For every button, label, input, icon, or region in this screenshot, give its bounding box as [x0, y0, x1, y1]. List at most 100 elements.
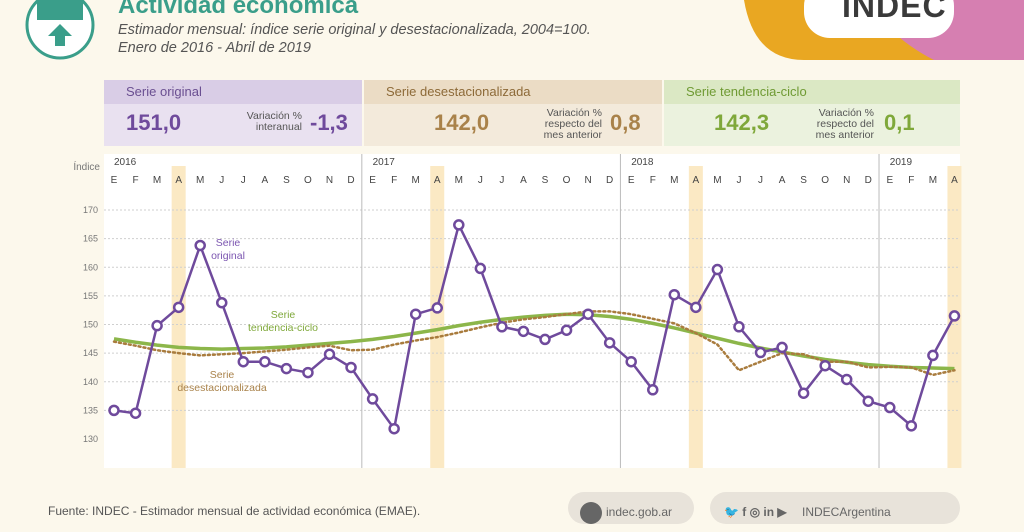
series-original-point: [302, 366, 314, 379]
website-link[interactable]: indec.gob.ar: [568, 492, 694, 524]
series-original-point: [151, 319, 163, 332]
panel-value: 142,0: [434, 110, 490, 135]
briefcase-up-arrow-icon: [25, 0, 95, 60]
y-tick-label: 170: [83, 205, 98, 215]
month-label: F: [391, 175, 397, 186]
series-annotation: original: [211, 250, 245, 262]
indec-logo[interactable]: INDEC: [842, 0, 947, 24]
series-original-point: [474, 262, 487, 275]
series-original-point: [927, 349, 939, 362]
series-annotation: tendencia-ciclo: [248, 322, 318, 334]
globe-icon: [580, 501, 602, 524]
month-label: E: [111, 175, 118, 186]
source-note: Fuente: INDEC - Estimador mensual de act…: [48, 504, 421, 518]
month-label: A: [175, 175, 182, 186]
month-label: J: [478, 175, 483, 186]
y-tick-label: 155: [83, 291, 98, 301]
month-label: A: [693, 175, 700, 186]
month-label: M: [412, 175, 420, 186]
series-desestacionalizada-line: [112, 310, 956, 377]
y-tick-label: 165: [83, 234, 98, 244]
month-label: F: [908, 175, 914, 186]
series-original-point: [647, 384, 659, 396]
series-original-point: [668, 288, 681, 301]
series-original-point: [129, 407, 142, 419]
panel-value: 151,0: [126, 110, 182, 135]
series-original-point: [409, 308, 422, 320]
series-original-point: [625, 355, 637, 368]
series-original-point: [539, 333, 551, 346]
series-original-point: [582, 308, 594, 320]
month-label: O: [304, 175, 312, 186]
month-label: A: [262, 175, 269, 186]
y-tick-label: 140: [83, 377, 98, 387]
panel-variation-value: -1,3: [310, 110, 348, 135]
y-tick-label: 150: [83, 320, 98, 330]
page-title: Actividad económica: [118, 0, 359, 19]
series-original-point: [453, 219, 465, 231]
series-original-point: [194, 239, 206, 252]
series-original-point: [216, 296, 228, 309]
year-label: 2018: [631, 157, 654, 168]
month-label: M: [713, 175, 721, 186]
series-original-point: [754, 346, 767, 359]
panel-variation-label: Variación % interanual: [246, 110, 302, 133]
series-original-point: [819, 359, 831, 372]
highlight-band-april: [171, 166, 186, 468]
series-original-point: [237, 355, 250, 368]
month-label: O: [563, 175, 571, 186]
website-label: indec.gob.ar: [606, 505, 673, 519]
month-label: N: [843, 175, 850, 186]
series-annotation: desestacionalizada: [177, 382, 266, 394]
series-annotation: Serie: [271, 309, 296, 321]
year-label: 2017: [373, 157, 396, 168]
month-label: M: [670, 175, 678, 186]
month-label: J: [241, 175, 246, 186]
month-label: M: [196, 175, 204, 186]
panel-variation-label: Variación % respecto del mes anterior: [543, 107, 602, 141]
social-links[interactable]: 🐦 f ◎ in ▶ INDECArgentina: [710, 492, 960, 524]
series-original-point: [711, 263, 724, 276]
month-label: M: [153, 175, 161, 186]
series-original-point: [948, 310, 961, 322]
month-label: A: [434, 175, 441, 186]
series-original-point: [840, 373, 853, 386]
panel-variation-value: 0,8: [610, 110, 641, 135]
page-subtitle: Estimador mensual: índice serie original…: [118, 22, 591, 38]
series-original-point: [884, 401, 896, 414]
social-icons: 🐦 f ◎ in ▶: [724, 505, 787, 519]
series-original-point: [496, 321, 508, 333]
period-label: Enero de 2016 - Abril de 2019: [118, 40, 311, 56]
plot-background: [104, 154, 960, 468]
series-original-point: [108, 404, 120, 417]
month-label: N: [326, 175, 333, 186]
month-label: J: [758, 175, 763, 186]
month-label: A: [779, 175, 786, 186]
series-original-point: [862, 395, 874, 407]
year-label: 2016: [114, 157, 137, 168]
series-original-point: [517, 325, 530, 338]
series-annotation: Serie: [216, 237, 241, 249]
month-label: E: [628, 175, 635, 186]
y-axis-label: Índice: [73, 160, 100, 173]
month-label: D: [347, 175, 354, 186]
month-label: M: [929, 175, 937, 186]
y-tick-label: 145: [83, 348, 98, 358]
series-original-point: [345, 361, 357, 374]
series-annotation: Serie: [210, 369, 235, 381]
month-label: S: [283, 175, 290, 186]
month-label: S: [800, 175, 807, 186]
month-label: J: [499, 175, 504, 186]
month-label: D: [865, 175, 872, 186]
series-original-point: [366, 393, 379, 405]
series-original-point: [323, 348, 336, 361]
month-label: M: [455, 175, 463, 186]
month-label: E: [369, 175, 376, 186]
series-original-point: [560, 324, 573, 336]
social-handle: INDECArgentina: [801, 505, 891, 519]
month-label: E: [886, 175, 893, 186]
panel-label: Serie original: [104, 80, 362, 104]
y-tick-label: 160: [83, 262, 98, 272]
panel-serie-desestacionalizada: Serie desestacionalizada 142,0 Variación…: [364, 80, 662, 146]
month-label: F: [650, 175, 656, 186]
